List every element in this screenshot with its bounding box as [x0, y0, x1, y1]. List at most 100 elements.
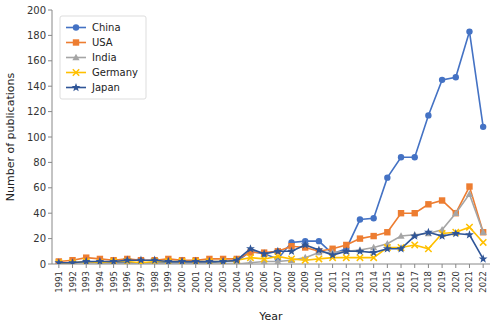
x-tick-label: 2012: [341, 271, 351, 293]
x-tick: [113, 264, 114, 268]
x-axis-label: Year: [258, 310, 283, 323]
point: [370, 233, 376, 239]
point: [466, 190, 473, 197]
x-tick: [72, 264, 73, 268]
x-tick-label: 2004: [232, 271, 242, 293]
point: [397, 232, 404, 239]
x-tick: [346, 264, 347, 268]
point: [398, 210, 404, 216]
x-tick-label: 1999: [163, 271, 173, 293]
point: [439, 77, 445, 83]
point: [439, 197, 445, 203]
point: [357, 235, 363, 241]
point: [123, 256, 132, 264]
y-tick: [48, 264, 52, 265]
y-tick: [48, 60, 52, 61]
point: [288, 256, 294, 262]
y-tick-label: 120: [27, 106, 46, 117]
point: [398, 154, 404, 160]
x-tick-label: 2008: [287, 271, 297, 293]
point: [466, 183, 472, 189]
chart: 0204060801001201401601802001991199219931…: [0, 0, 500, 326]
x-tick-label: 2019: [437, 271, 447, 293]
y-tick: [48, 213, 52, 214]
x-tick: [387, 264, 388, 268]
point: [150, 256, 159, 264]
point: [357, 216, 363, 222]
point: [410, 231, 419, 239]
point: [452, 209, 459, 216]
x-tick-label: 2016: [396, 271, 406, 293]
point: [357, 254, 363, 260]
y-axis-label: Number of publications: [4, 73, 17, 202]
point: [465, 230, 474, 238]
point: [191, 257, 200, 264]
x-tick: [428, 264, 429, 268]
x-tick-label: 2018: [423, 271, 433, 293]
y-tick: [48, 238, 52, 239]
legend-marker: [73, 39, 79, 45]
legend-marker: [73, 24, 79, 30]
y-tick-label: 20: [33, 233, 46, 244]
x-tick: [209, 264, 210, 268]
point: [96, 257, 105, 264]
point: [260, 249, 269, 257]
y-tick: [48, 86, 52, 87]
point: [301, 240, 310, 248]
point: [451, 229, 460, 237]
point: [397, 244, 406, 252]
x-tick: [223, 264, 224, 268]
series: [55, 190, 487, 264]
point: [369, 248, 378, 256]
legend-label: Germany: [92, 67, 138, 78]
x-tick: [99, 264, 100, 268]
x-tick-label: 2017: [410, 271, 420, 293]
x-tick-label: 2000: [177, 271, 187, 293]
point: [316, 256, 322, 262]
point: [438, 231, 447, 239]
x-tick: [236, 264, 237, 268]
x-tick-label: 1998: [150, 271, 160, 293]
series-line: [59, 232, 483, 262]
x-tick: [250, 264, 251, 268]
y-tick: [48, 35, 52, 36]
y-tick-label: 200: [27, 5, 46, 16]
x-tick-label: 2003: [218, 271, 228, 293]
legend-label: Japan: [91, 82, 120, 93]
series: [56, 224, 487, 264]
x-tick-label: 2022: [478, 271, 488, 293]
x-tick-label: 1993: [81, 271, 91, 293]
y-tick: [48, 137, 52, 138]
x-tick-label: 2005: [245, 271, 255, 293]
point: [384, 229, 390, 235]
point: [384, 174, 390, 180]
series: [54, 228, 487, 264]
y-tick-label: 0: [40, 259, 46, 270]
x-tick: [168, 264, 169, 268]
x-tick-label: 2015: [382, 271, 392, 293]
point: [412, 154, 418, 160]
point: [370, 215, 376, 221]
x-tick: [182, 264, 183, 268]
x-tick: [140, 264, 141, 268]
point: [342, 247, 351, 255]
x-tick: [359, 264, 360, 268]
legend-marker: [72, 54, 79, 61]
point: [164, 257, 173, 264]
point: [425, 201, 431, 207]
point: [328, 251, 337, 259]
x-tick-label: 1994: [95, 271, 105, 293]
point: [383, 244, 392, 252]
y-tick: [48, 162, 52, 163]
x-tick: [414, 264, 415, 268]
x-tick: [154, 264, 155, 268]
x-tick-label: 1992: [68, 271, 78, 293]
y-tick-label: 100: [27, 132, 46, 143]
series: [56, 183, 487, 264]
y-tick-label: 40: [33, 208, 46, 219]
x-tick-label: 2001: [191, 271, 201, 293]
point: [316, 238, 322, 244]
legend-label: USA: [92, 37, 113, 48]
x-tick-label: 1997: [136, 271, 146, 293]
point: [287, 247, 296, 255]
